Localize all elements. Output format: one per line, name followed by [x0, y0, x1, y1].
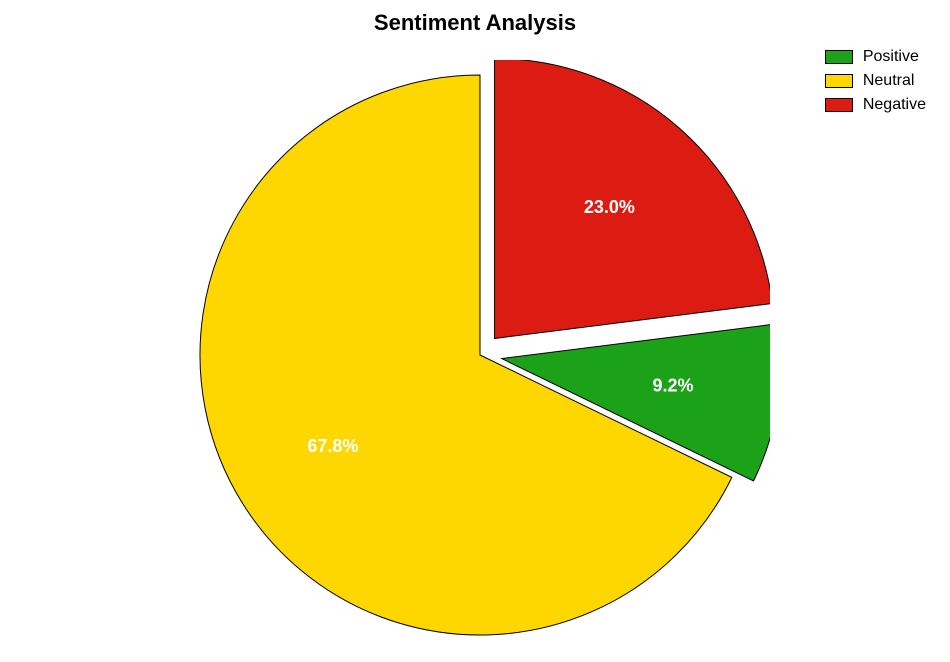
legend-label: Positive	[863, 48, 919, 66]
chart-container: Sentiment Analysis 23.0% 9.2% 67.8% Positi…	[0, 0, 950, 662]
legend-item: Positive	[825, 48, 926, 66]
slice-label-positive: 9.2%	[652, 376, 693, 396]
legend-item: Neutral	[825, 72, 926, 90]
legend-swatch	[825, 50, 853, 64]
slice-label-negative: 23.0%	[584, 197, 635, 217]
legend-swatch	[825, 98, 853, 112]
legend-label: Negative	[863, 96, 926, 114]
pie-chart: 23.0% 9.2% 67.8%	[190, 60, 770, 650]
chart-title: Sentiment Analysis	[374, 10, 576, 36]
legend-item: Negative	[825, 96, 926, 114]
slice-label-neutral: 67.8%	[307, 436, 358, 456]
legend-swatch	[825, 74, 853, 88]
legend-label: Neutral	[863, 72, 915, 90]
legend: Positive Neutral Negative	[825, 48, 926, 114]
